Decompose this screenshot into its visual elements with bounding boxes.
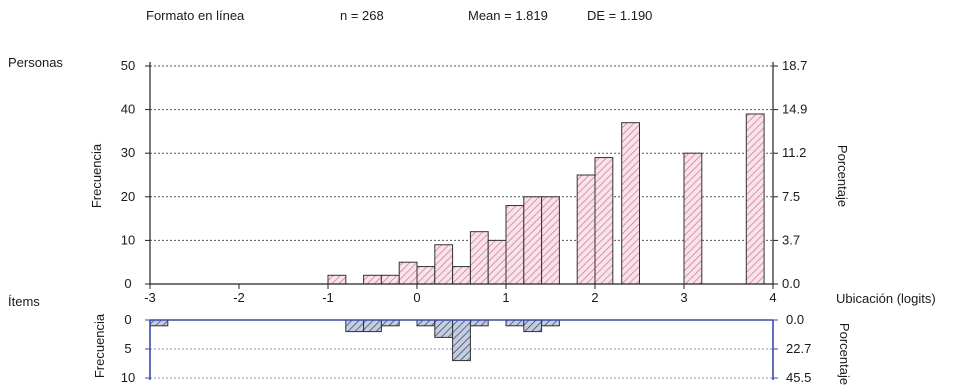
persons-y2-tick-label: 11.2	[782, 145, 806, 160]
items-bar	[345, 319, 365, 333]
persons-bar	[541, 196, 560, 285]
format-label: Formato en línea	[146, 8, 245, 23]
x-tick-label: 1	[502, 290, 509, 305]
items-bar	[452, 319, 471, 362]
persons-y2-tick-label: 14.9	[782, 102, 807, 117]
persons-y2-tick-label: 7.5	[782, 189, 800, 204]
items-bar	[469, 319, 489, 327]
sample-size: n = 268	[340, 8, 384, 23]
persons-y2-tick-label: 0.0	[782, 276, 800, 291]
persons-bar	[621, 122, 641, 285]
persons-y-tick-label: 40	[121, 102, 135, 117]
persons-y-axis-label: Frecuencia	[89, 143, 104, 208]
persons-panel-title: Personas	[8, 55, 63, 70]
persons-y-tick-label: 20	[121, 189, 135, 204]
x-tick-label: -2	[233, 290, 245, 305]
items-y-tick-label: 0	[124, 312, 131, 327]
persons-y2-tick-label: 18.7	[782, 58, 807, 73]
persons-y-tick-label: 50	[121, 58, 135, 73]
items-bar	[505, 319, 525, 327]
x-tick-label: -3	[144, 290, 156, 305]
items-y2-axis-label: Porcentaje	[837, 323, 852, 385]
persons-y2-tick-label: 3.7	[782, 232, 800, 247]
persons-bar	[416, 266, 436, 285]
items-bar	[380, 319, 400, 327]
items-panel-title: Ítems	[8, 294, 40, 309]
persons-bar	[523, 196, 543, 285]
items-bar	[434, 319, 454, 338]
x-tick-label: 0	[413, 290, 420, 305]
x-axis-label: Ubicación (logits)	[836, 291, 936, 306]
persons-bar	[505, 205, 525, 285]
persons-bar	[452, 266, 471, 285]
persons-bar	[469, 231, 489, 285]
mean-value: Mean = 1.819	[468, 8, 548, 23]
persons-y-tick-label: 10	[121, 232, 135, 247]
items-bar	[416, 319, 436, 327]
persons-y-tick-label: 0	[124, 276, 131, 291]
items-y2-tick-label: 22.7	[786, 341, 811, 356]
persons-bar	[487, 239, 507, 285]
items-bar	[149, 319, 169, 327]
sd-value: DE = 1.190	[587, 8, 652, 23]
persons-bar	[434, 244, 454, 285]
items-bar	[523, 319, 543, 333]
items-y-tick-label: 5	[124, 341, 131, 356]
persons-y-tick-label: 30	[121, 145, 135, 160]
x-tick-label: -1	[322, 290, 334, 305]
x-tick-label: 4	[769, 290, 776, 305]
persons-bar	[327, 274, 347, 285]
x-tick-label: 2	[591, 290, 598, 305]
persons-y2-axis-label: Porcentaje	[835, 145, 850, 207]
items-y-axis-label: Frecuencia	[92, 313, 107, 378]
persons-bar	[380, 274, 400, 285]
persons-bar	[594, 157, 614, 285]
items-y-tick-label: 10	[121, 370, 135, 385]
persons-bar	[398, 261, 418, 285]
items-bar	[541, 319, 560, 327]
persons-bar	[576, 174, 596, 285]
items-bar	[363, 319, 382, 333]
items-y2-tick-label: 45.5	[786, 370, 811, 385]
persons-bar	[363, 274, 382, 285]
x-tick-label: 3	[680, 290, 687, 305]
persons-bar	[683, 152, 703, 285]
persons-bar	[745, 113, 765, 285]
items-y2-tick-label: 0.0	[786, 312, 804, 327]
